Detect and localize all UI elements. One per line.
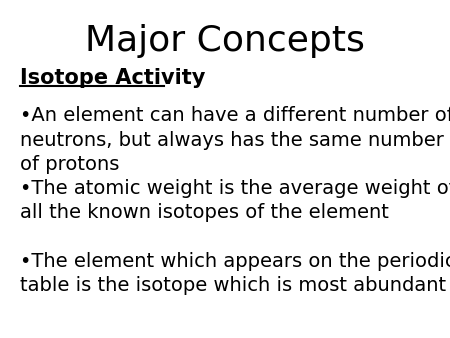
Text: •The element which appears on the periodic
table is the isotope which is most ab: •The element which appears on the period… [20,252,450,295]
Text: Isotope Activity: Isotope Activity [20,68,206,88]
Text: Major Concepts: Major Concepts [85,24,365,58]
Text: •The atomic weight is the average weight of
all the known isotopes of the elemen: •The atomic weight is the average weight… [20,179,450,222]
Text: •An element can have a different number of
neutrons, but always has the same num: •An element can have a different number … [20,106,450,174]
